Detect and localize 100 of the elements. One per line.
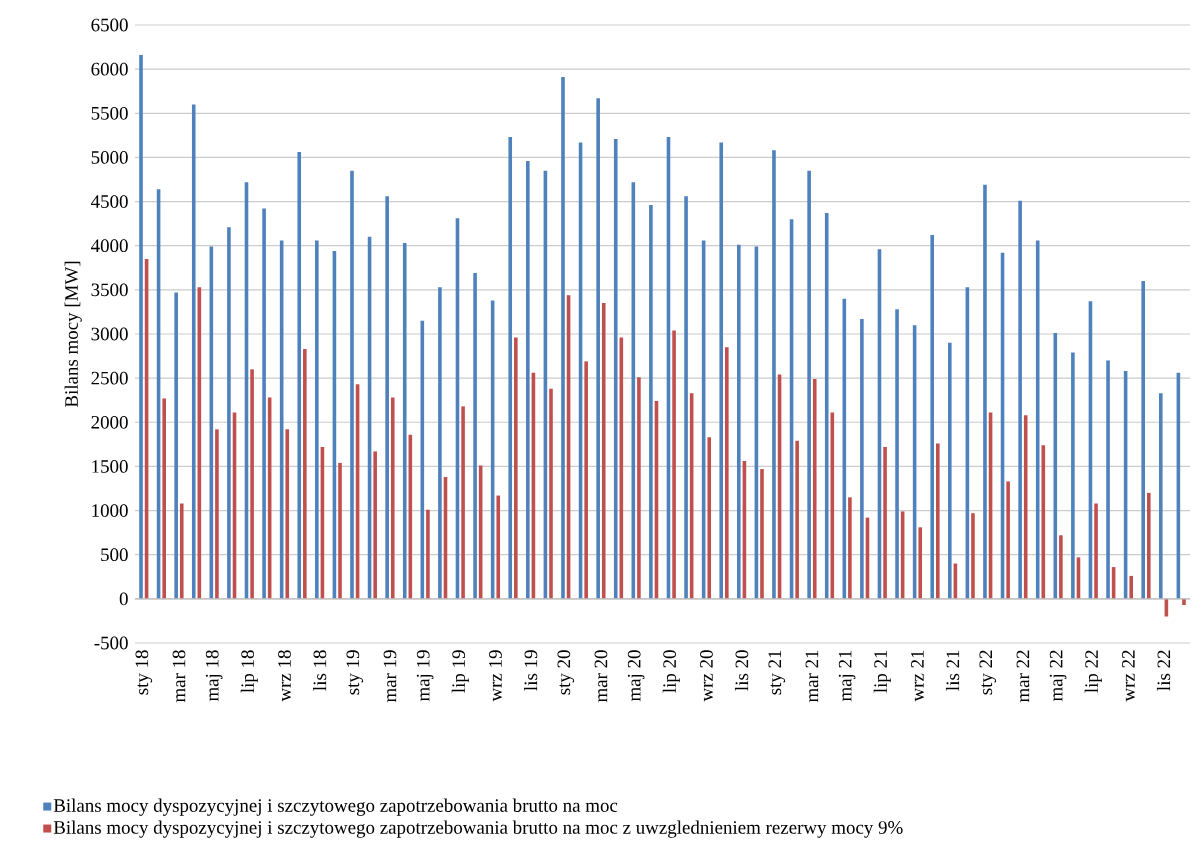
bar xyxy=(596,98,600,599)
bar xyxy=(262,208,266,599)
bar xyxy=(760,469,764,599)
bar xyxy=(373,451,377,599)
bar xyxy=(1035,240,1040,599)
bar xyxy=(426,509,430,599)
bar xyxy=(250,369,254,599)
bar xyxy=(725,347,729,599)
bar xyxy=(1147,492,1151,599)
bar xyxy=(438,287,442,599)
x-tick-label: maj 22 xyxy=(1049,650,1067,702)
bar xyxy=(496,495,501,599)
bar xyxy=(315,240,319,599)
bar xyxy=(285,429,290,599)
legend-label: Bilans mocy dyspozycyjnej i szczytowego zapotrzebowania brutto na moc xyxy=(53,798,618,816)
x-tick-label: lis 22 xyxy=(1156,650,1171,691)
bar xyxy=(1182,598,1186,606)
y-tick-label: 6000 xyxy=(91,62,128,76)
legend-label: Bilans mocy dyspozycyjnej i szczytowego zapotrzebowania brutto na moc z uwzglednieniem rezerwy mocy 9% xyxy=(53,820,903,838)
bar xyxy=(191,104,196,599)
bar xyxy=(918,527,923,599)
bar xyxy=(860,318,864,599)
y-tick-label: 2000 xyxy=(91,415,128,429)
y-tick-label: 500 xyxy=(101,548,128,562)
x-tick-label: wrz 20 xyxy=(700,650,713,702)
bar xyxy=(672,330,676,599)
x-tick-label: sty 18 xyxy=(135,650,153,695)
bar xyxy=(930,235,935,599)
bar xyxy=(1158,393,1163,599)
y-tick-label: 0 xyxy=(119,592,128,606)
x-tick-label: sty 21 xyxy=(768,650,786,695)
x-tick-label: maj 21 xyxy=(838,650,856,702)
bar xyxy=(584,361,588,599)
bar xyxy=(139,55,143,599)
y-tick-label: 3000 xyxy=(91,327,128,341)
bar xyxy=(473,273,477,599)
bar xyxy=(461,406,465,599)
x-tick-label: sty 19 xyxy=(346,650,364,695)
bar xyxy=(971,513,975,599)
bar xyxy=(848,497,852,599)
bar xyxy=(936,443,940,599)
x-tick-label: wrz 22 xyxy=(1122,650,1135,702)
y-tick-label: 4500 xyxy=(91,195,128,208)
x-tick-label: mar 20 xyxy=(594,650,608,703)
x-tick-label: lis 18 xyxy=(312,650,327,691)
y-tick-label: 1500 xyxy=(92,460,128,473)
x-tick-label: lis 20 xyxy=(734,650,749,691)
x-tick-label: mar 18 xyxy=(172,650,186,703)
x-tick-label: sty 22 xyxy=(979,650,997,695)
bar xyxy=(549,388,553,599)
x-tick-label: lis 19 xyxy=(523,650,538,691)
bar xyxy=(402,243,407,599)
x-tick-label: maj 20 xyxy=(627,650,645,702)
bar xyxy=(350,170,354,599)
x-tick-label: wrz 21 xyxy=(911,650,924,702)
y-tick-label: 1000 xyxy=(92,504,128,517)
bar xyxy=(613,138,618,599)
bar xyxy=(1141,281,1146,599)
x-tick-label: lip 20 xyxy=(662,650,680,693)
bar xyxy=(772,150,776,599)
x-tick-label: lip 21 xyxy=(873,650,891,693)
bar xyxy=(824,213,829,599)
bar xyxy=(390,397,395,599)
bar xyxy=(1018,200,1022,599)
x-tick-label: lis 21 xyxy=(945,650,960,691)
bar xyxy=(719,142,724,599)
bar xyxy=(1094,503,1098,599)
bar xyxy=(707,437,712,599)
x-tick-label: mar 19 xyxy=(383,650,397,703)
bar xyxy=(174,292,178,599)
bar xyxy=(338,462,342,599)
y-tick-label: 5000 xyxy=(91,151,128,164)
bar xyxy=(807,170,811,599)
bar xyxy=(508,137,513,599)
bar xyxy=(1106,360,1110,599)
y-tick-label: 2500 xyxy=(91,371,128,385)
y-tick-label: 5500 xyxy=(91,106,128,120)
bar xyxy=(1006,481,1010,599)
bar xyxy=(215,429,219,599)
bar xyxy=(385,196,389,599)
y-axis-title: Bilans mocy [MW] xyxy=(64,261,82,408)
y-tick-label: 6500 xyxy=(91,18,128,32)
bar xyxy=(297,152,302,599)
bar xyxy=(1071,352,1075,599)
y-tick-label: 4000 xyxy=(91,239,128,253)
x-tick-label: lip 19 xyxy=(451,650,469,693)
bar xyxy=(812,379,817,599)
x-tick-label: wrz 18 xyxy=(278,650,291,702)
bar xyxy=(948,342,952,599)
bar xyxy=(895,309,899,599)
x-tick-label: sty 20 xyxy=(557,650,575,695)
bar xyxy=(1053,333,1058,599)
y-tick-label: 3500 xyxy=(91,283,128,297)
bar xyxy=(227,227,231,599)
bar xyxy=(684,196,688,599)
x-tick-label: wrz 19 xyxy=(489,650,502,702)
bar xyxy=(514,337,518,599)
bar xyxy=(601,303,606,599)
bar xyxy=(649,205,653,599)
x-tick-label: maj 19 xyxy=(416,650,434,702)
